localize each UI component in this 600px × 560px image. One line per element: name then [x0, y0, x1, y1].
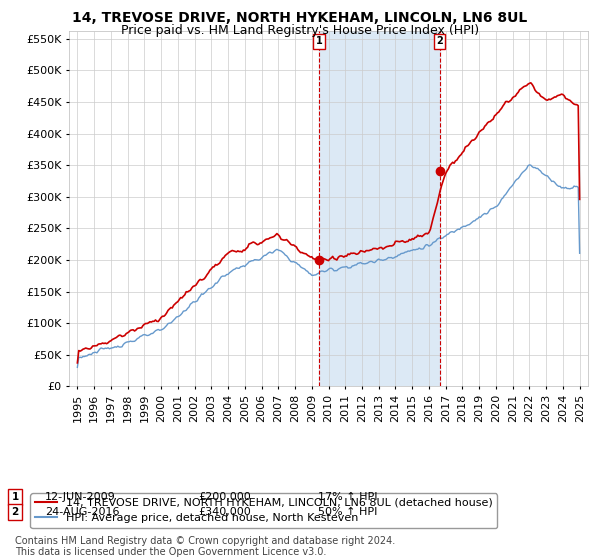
Text: Contains HM Land Registry data © Crown copyright and database right 2024.
This d: Contains HM Land Registry data © Crown c… — [15, 535, 395, 557]
Text: Price paid vs. HM Land Registry's House Price Index (HPI): Price paid vs. HM Land Registry's House … — [121, 24, 479, 36]
Text: 2: 2 — [11, 507, 19, 517]
Text: £340,000: £340,000 — [198, 507, 251, 517]
Legend: 14, TREVOSE DRIVE, NORTH HYKEHAM, LINCOLN, LN6 8UL (detached house), HPI: Averag: 14, TREVOSE DRIVE, NORTH HYKEHAM, LINCOL… — [31, 493, 497, 528]
Text: 24-AUG-2016: 24-AUG-2016 — [45, 507, 119, 517]
Text: 14, TREVOSE DRIVE, NORTH HYKEHAM, LINCOLN, LN6 8UL: 14, TREVOSE DRIVE, NORTH HYKEHAM, LINCOL… — [73, 11, 527, 25]
Text: 12-JUN-2009: 12-JUN-2009 — [45, 492, 116, 502]
Text: 50% ↑ HPI: 50% ↑ HPI — [318, 507, 377, 517]
Text: 1: 1 — [316, 36, 322, 46]
Text: 1: 1 — [11, 492, 19, 502]
Text: £200,000: £200,000 — [198, 492, 251, 502]
Text: 17% ↑ HPI: 17% ↑ HPI — [318, 492, 377, 502]
Text: 2: 2 — [436, 36, 443, 46]
Bar — [319, 31, 440, 386]
